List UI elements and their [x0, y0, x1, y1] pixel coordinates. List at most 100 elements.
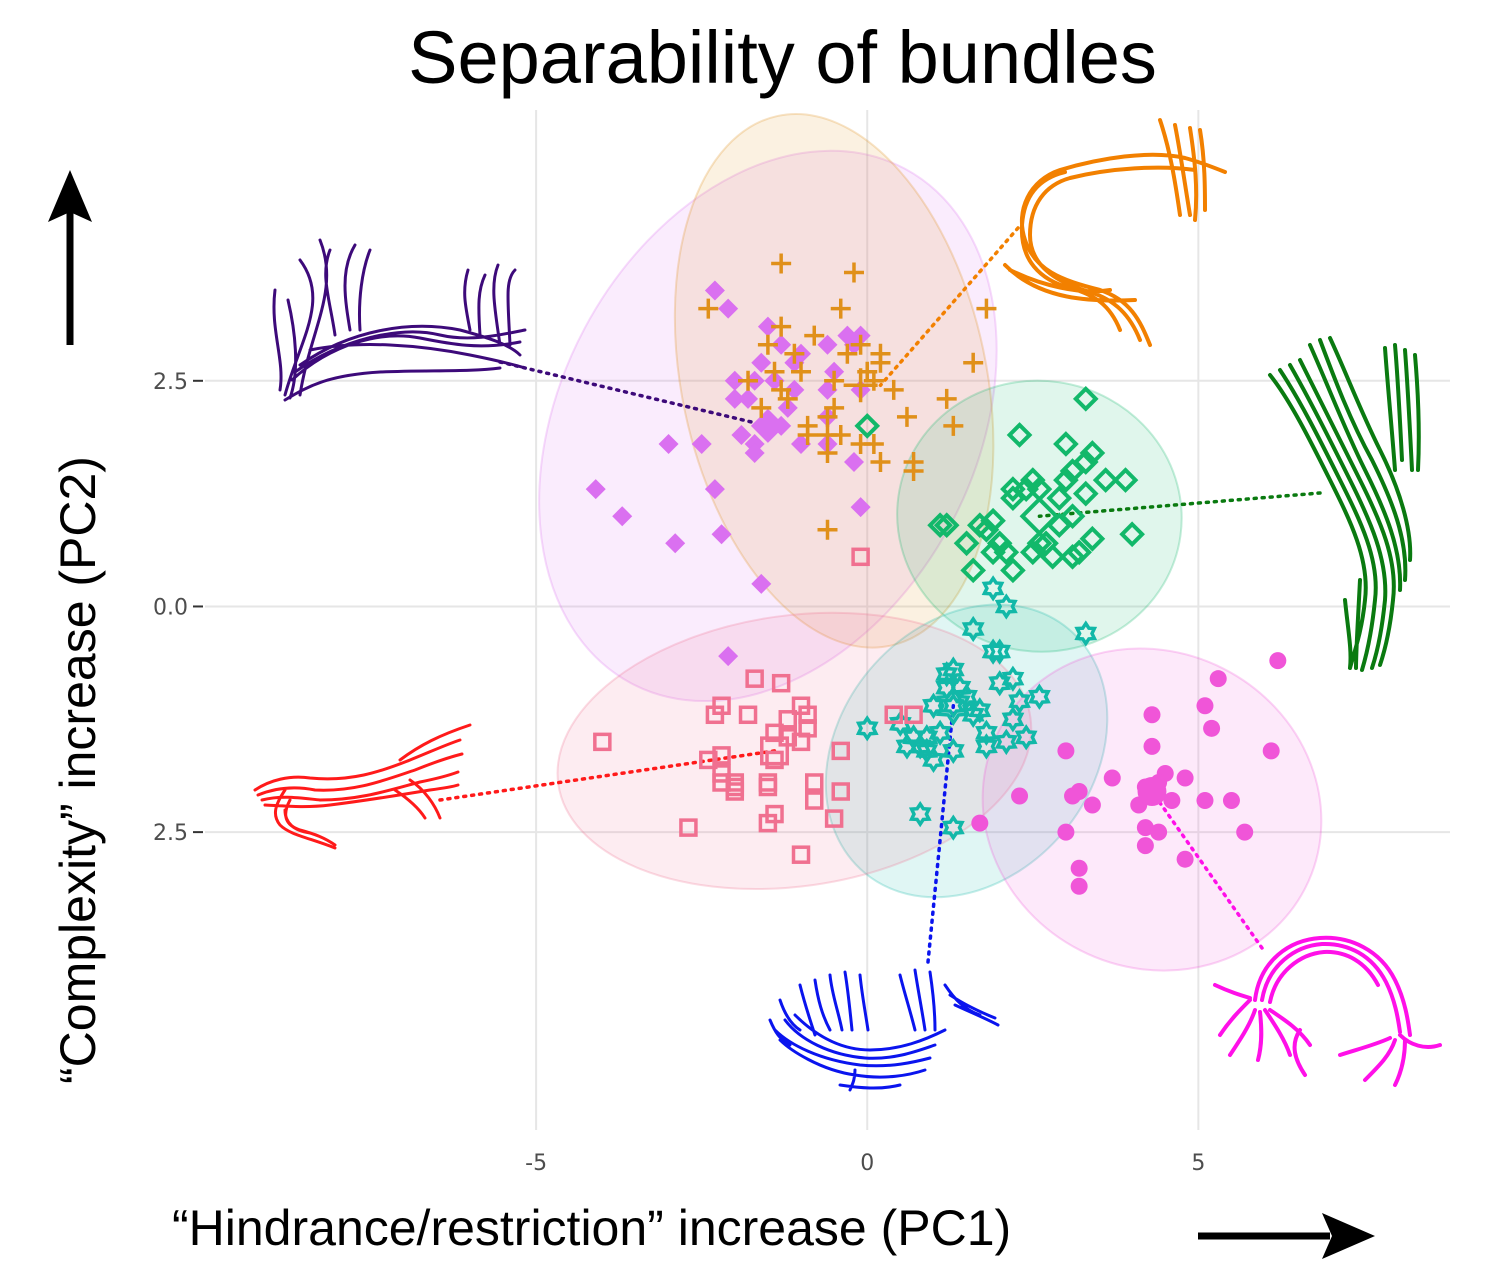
data-point-4 [712, 746, 731, 765]
x-axis-arrow [1198, 1213, 1375, 1259]
data-point-2 [927, 512, 953, 539]
data-point-4 [831, 782, 850, 801]
data-point-3 [935, 661, 959, 688]
y-axis-arrow [48, 170, 92, 345]
data-point-5 [1209, 670, 1227, 688]
data-point-3 [915, 724, 939, 751]
axis-ticks: -5 0 5 2.5 0.0 2.5 [153, 370, 1205, 1176]
data-point-1 [976, 298, 997, 319]
data-point-1 [817, 406, 838, 427]
data-point-3 [1014, 724, 1038, 751]
bundle-link-line [878, 226, 1020, 388]
data-points [585, 253, 1287, 895]
data-point-2 [1072, 480, 1099, 507]
data-point-3 [981, 575, 1005, 602]
y-axis-label: “Complexity” increase (PC2) [50, 456, 106, 1084]
x-tick-label: 0 [860, 1151, 874, 1176]
data-point-2 [1039, 543, 1066, 570]
bundle-link-line [1150, 789, 1264, 950]
data-point-0 [665, 533, 686, 554]
data-point-1 [830, 298, 851, 319]
data-point-0 [843, 452, 864, 473]
centroid-marker-3 [935, 685, 971, 726]
data-point-2 [1059, 503, 1086, 530]
data-point-1 [698, 298, 719, 319]
data-point-5 [1176, 769, 1194, 787]
data-point-0 [744, 443, 765, 464]
data-point-1 [771, 316, 792, 337]
data-point-3 [994, 728, 1018, 756]
data-point-5 [1011, 787, 1029, 805]
data-point-4 [884, 705, 903, 725]
data-point-1 [738, 370, 759, 391]
data-point-4 [851, 547, 870, 567]
data-point-0 [711, 524, 732, 545]
data-point-5 [1057, 742, 1075, 760]
y-tick-label: 0.0 [153, 595, 188, 620]
data-point-1 [943, 415, 964, 436]
data-point-1 [883, 379, 904, 400]
bundle-link-line [926, 704, 956, 964]
data-point-2 [1092, 467, 1119, 493]
data-point-5 [1196, 697, 1214, 715]
data-point-3 [855, 715, 879, 742]
data-point-3 [961, 615, 985, 643]
centroid-marker-2 [1019, 496, 1060, 537]
data-point-1 [843, 262, 864, 283]
data-point-2 [960, 557, 987, 584]
data-point-3 [1028, 683, 1051, 710]
data-point-3 [928, 719, 952, 746]
data-point-3 [1074, 620, 1098, 647]
data-point-1 [896, 406, 917, 427]
data-point-1 [817, 519, 838, 540]
data-point-1 [784, 343, 805, 364]
data-point-1 [850, 334, 871, 355]
data-point-3 [988, 638, 1011, 665]
data-point-2 [1119, 521, 1145, 548]
data-point-1 [764, 361, 785, 382]
data-point-5 [1070, 877, 1088, 895]
green-bundle-illustration [1268, 336, 1421, 672]
data-point-5 [1150, 823, 1168, 841]
data-point-4 [831, 741, 850, 761]
data-point-0 [724, 370, 745, 391]
cluster-ellipses [538, 113, 1323, 972]
data-point-4 [791, 732, 811, 752]
data-point-5 [1203, 719, 1221, 737]
data-point-4 [758, 773, 778, 792]
data-point-0 [771, 334, 792, 355]
data-point-4 [699, 750, 718, 770]
data-point-5 [971, 814, 989, 832]
centroid-marker-5 [1137, 777, 1167, 806]
data-point-4 [771, 673, 791, 693]
data-point-5 [1236, 823, 1254, 841]
data-point-5 [1262, 742, 1280, 760]
data-point-3 [975, 733, 998, 760]
data-point-4 [765, 723, 784, 743]
data-point-2 [1072, 386, 1099, 412]
data-point-4 [805, 791, 824, 810]
fiber-bundle-illustrations [253, 118, 1442, 1092]
data-point-5 [1083, 796, 1101, 814]
data-point-4 [805, 773, 824, 792]
data-point-1 [903, 452, 924, 473]
x-tick-label: -5 [525, 1151, 547, 1176]
data-point-1 [757, 334, 778, 355]
data-point-3 [942, 814, 965, 841]
centroid-marker-4 [760, 736, 790, 766]
data-point-2 [993, 539, 1020, 566]
data-point-4 [904, 705, 923, 725]
data-point-2 [1019, 539, 1046, 566]
data-point-2 [1006, 422, 1033, 448]
data-point-2 [973, 516, 1000, 543]
data-point-3 [1001, 706, 1025, 733]
data-point-0 [585, 479, 606, 500]
data-point-4 [758, 813, 778, 833]
data-point-0 [718, 646, 739, 667]
data-point-5 [1064, 787, 1082, 805]
bundle-link-line [438, 749, 777, 802]
data-point-1 [817, 424, 838, 445]
red-bundle-illustration [253, 723, 472, 850]
data-point-3 [1001, 665, 1025, 692]
